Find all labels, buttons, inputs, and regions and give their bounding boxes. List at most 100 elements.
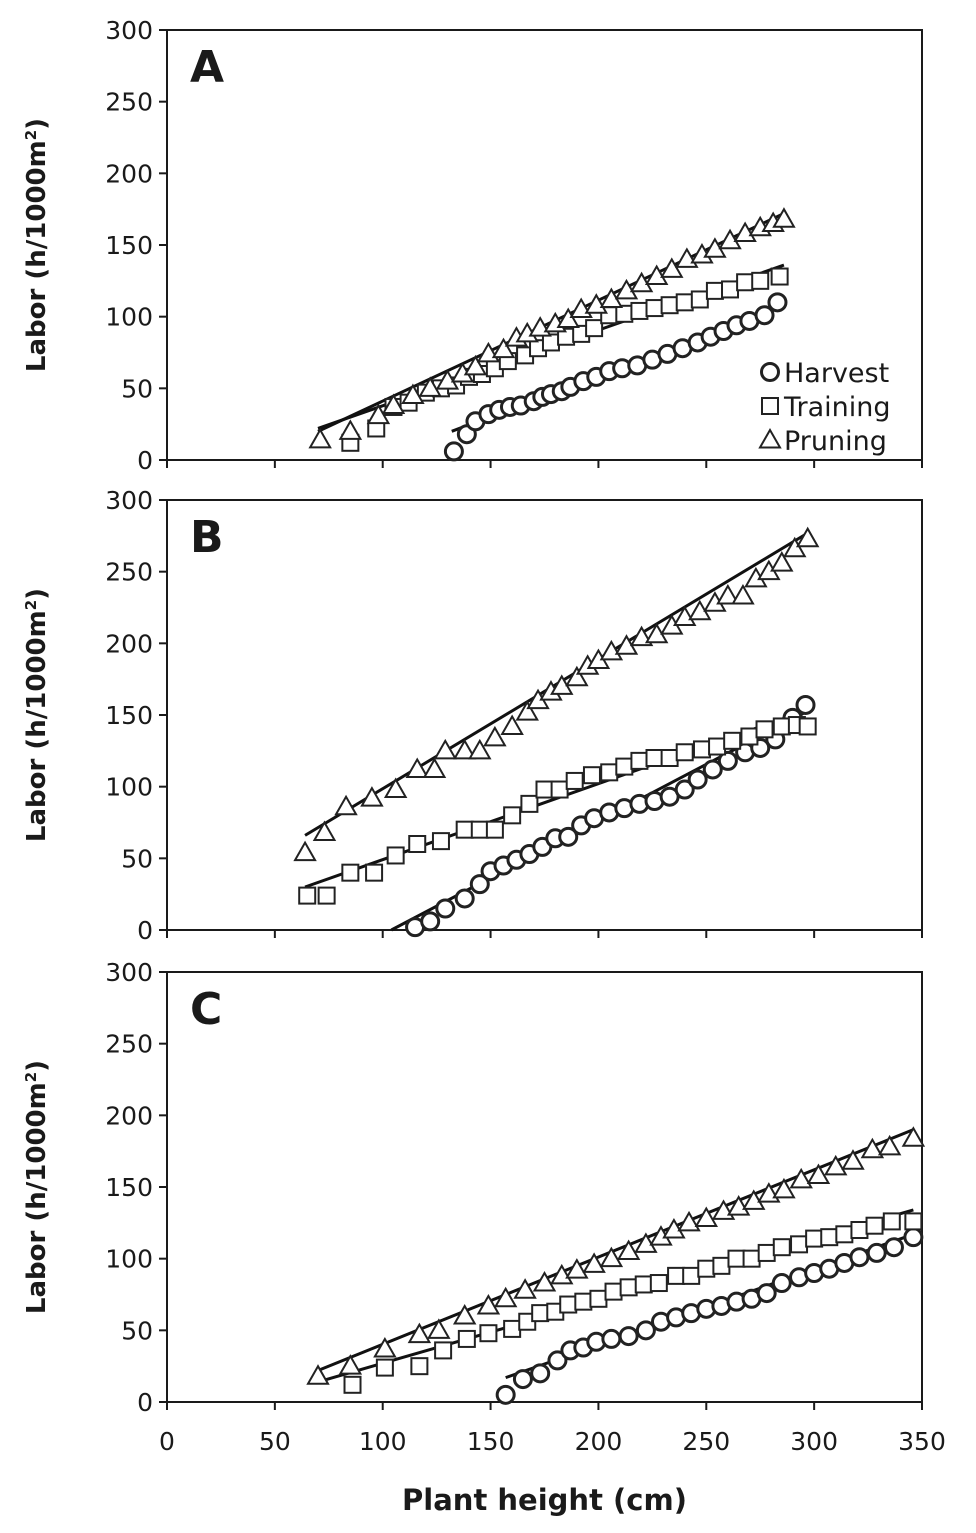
- training-point: [727, 1249, 746, 1268]
- training-point: [531, 1304, 550, 1323]
- training-series: [298, 716, 817, 905]
- panel-letter: B: [190, 512, 224, 563]
- pruning-point: [783, 536, 807, 558]
- training-point: [682, 1266, 701, 1285]
- training-point: [434, 1341, 453, 1360]
- training-point: [375, 1358, 394, 1377]
- panel-letter: C: [190, 984, 222, 1035]
- training-series: [341, 267, 789, 452]
- pruning-point: [565, 1258, 589, 1279]
- training-point: [343, 1375, 362, 1394]
- harvest-point: [903, 1227, 924, 1248]
- training-point: [565, 771, 584, 790]
- pruning-fit-line: [304, 533, 807, 837]
- pruning-point: [338, 1354, 363, 1375]
- legend-training-marker: [761, 397, 779, 415]
- training-point: [736, 273, 755, 292]
- y-tick-label: 250: [105, 558, 153, 587]
- y-tick-label: 300: [105, 16, 153, 45]
- training-point: [697, 1259, 716, 1278]
- y-tick-label: 100: [105, 773, 153, 802]
- harvest-point: [547, 1350, 568, 1371]
- y-tick-label: 50: [121, 1316, 153, 1345]
- training-point: [535, 780, 554, 799]
- training-point: [615, 757, 634, 776]
- y-tick-label: 200: [105, 629, 153, 658]
- pruning-point: [901, 1126, 926, 1147]
- legend-training-label: Training: [783, 392, 891, 423]
- training-point: [455, 820, 474, 839]
- x-tick-label: 300: [790, 1427, 838, 1456]
- training-point: [667, 1266, 686, 1285]
- harvest-series: [405, 694, 816, 938]
- harvest-point: [618, 1326, 639, 1347]
- pruning-point: [452, 738, 477, 760]
- harvest-point: [883, 1237, 904, 1258]
- harvest-point: [754, 305, 775, 326]
- training-point: [708, 737, 727, 756]
- training-point: [298, 886, 317, 905]
- pruning-point: [672, 605, 697, 627]
- training-point: [675, 293, 694, 312]
- harvest-point: [512, 1369, 533, 1390]
- training-point: [805, 1229, 824, 1248]
- y-axis-label: Labor (h/1000m2): [22, 1060, 52, 1314]
- pruning-series: [293, 526, 820, 862]
- harvest-point: [674, 779, 695, 800]
- y-tick-label: 150: [105, 1173, 153, 1202]
- pruning-point: [306, 1364, 330, 1385]
- y-tick-label: 0: [137, 446, 153, 475]
- harvest-point: [866, 1242, 887, 1263]
- harvest-point: [795, 694, 816, 715]
- harvest-point: [443, 441, 464, 462]
- harvest-point: [601, 1328, 622, 1349]
- pruning-point: [407, 1322, 432, 1344]
- y-tick-label: 50: [121, 374, 153, 403]
- harvest-point: [702, 759, 723, 780]
- pruning-point: [860, 1137, 885, 1159]
- y-tick-label: 200: [105, 1101, 153, 1130]
- training-point: [559, 1295, 578, 1314]
- pruning-point: [515, 700, 539, 721]
- training-point: [740, 727, 759, 746]
- pruning-point: [381, 393, 406, 415]
- y-tick-label: 100: [105, 303, 153, 332]
- training-point: [705, 281, 724, 300]
- x-tick-label: 0: [159, 1427, 175, 1456]
- pruning-point: [789, 1167, 813, 1189]
- pruning-point: [308, 427, 332, 449]
- pruning-point: [806, 1163, 831, 1185]
- harvest-point: [420, 911, 441, 932]
- harvest-point: [756, 1283, 777, 1304]
- training-point: [386, 846, 405, 865]
- pruning-point: [476, 1293, 501, 1315]
- pruning-point: [877, 1134, 902, 1156]
- pruning-point: [599, 639, 624, 661]
- training-point: [850, 1221, 869, 1239]
- training-point: [457, 1329, 476, 1348]
- y-tick-label: 100: [105, 1245, 153, 1274]
- training-point: [755, 720, 774, 739]
- training-point: [589, 1289, 608, 1308]
- pruning-point: [772, 1177, 796, 1199]
- training-point: [882, 1212, 901, 1231]
- pruning-point: [584, 293, 608, 314]
- training-point: [630, 751, 649, 770]
- pruning-point: [841, 1149, 865, 1170]
- panel-letter: A: [190, 42, 224, 93]
- training-point: [408, 835, 427, 853]
- training-point: [341, 863, 360, 882]
- training-point: [520, 794, 539, 813]
- training-point: [410, 1357, 429, 1376]
- training-point: [835, 1225, 854, 1244]
- training-point: [675, 743, 694, 762]
- x-tick-label: 100: [359, 1427, 407, 1456]
- pruning-point: [733, 221, 757, 243]
- training-point: [615, 304, 634, 323]
- harvest-point: [469, 874, 490, 895]
- pruning-point: [677, 1210, 701, 1232]
- x-tick-label: 350: [898, 1427, 946, 1456]
- pruning-series: [308, 207, 796, 449]
